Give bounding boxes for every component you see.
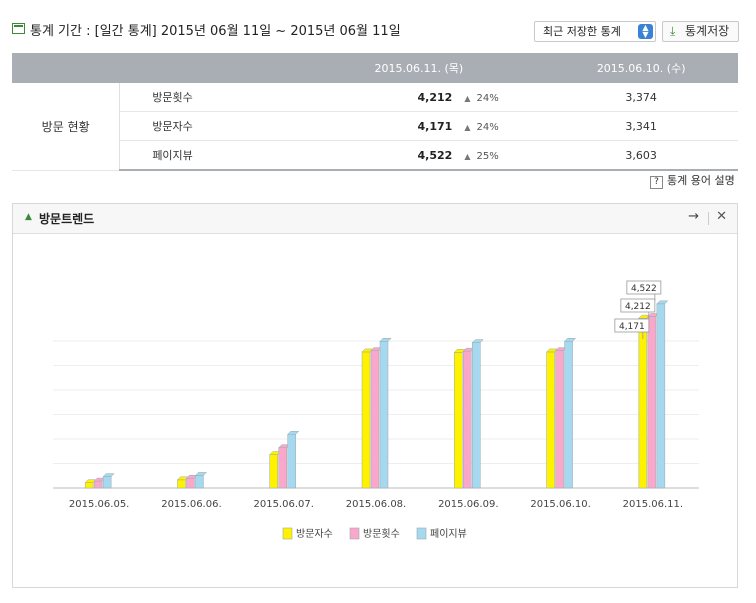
increase-icon: ▲: [464, 122, 471, 132]
save-stats-label: 통계저장: [685, 24, 730, 38]
chart-bar: [546, 351, 555, 489]
chart-bar-cap: [102, 473, 115, 477]
arrow-right-icon[interactable]: →: [688, 209, 699, 224]
chart-bar: [269, 454, 278, 489]
question-icon: ?: [650, 176, 663, 189]
chart-bar-cap: [379, 338, 392, 342]
current-value-cell: 4,212 ▲ 24%: [293, 83, 545, 112]
stats-header: 통계 기간 : [일간 통계] 2015년 06월 11일 ~ 2015년 06…: [12, 18, 742, 48]
metric-label: 방문횟수: [119, 83, 294, 112]
category-label: 방문 현황: [12, 83, 121, 171]
visit-trend-panel: ▲ 방문트렌드 → ✕ 2015.06.05. 2015.06.06. 2015.0…: [12, 203, 738, 588]
chart-bar: [638, 317, 648, 489]
legend-label: 방문자수: [296, 528, 333, 540]
previous-value: 3,603: [544, 140, 738, 171]
previous-value: 3,374: [544, 83, 738, 112]
chart-bar: [379, 341, 389, 489]
change-percent-value: 25%: [476, 150, 499, 162]
metric-label: 페이지뷰: [119, 140, 294, 171]
col-previous-date: 2015.06.10. (수): [544, 53, 738, 83]
change-percent: ▲ 24%: [452, 93, 544, 104]
chart-bar: [463, 350, 472, 489]
increase-icon: ▲: [464, 151, 471, 161]
chart-bar: [278, 447, 287, 489]
x-tick-label: 2015.06.11.: [623, 499, 683, 510]
increase-icon: ▲: [464, 93, 471, 103]
chart-bar: [186, 477, 195, 489]
visit-trend-chart: 2015.06.05. 2015.06.06. 2015.06.07. 2015.06…: [53, 280, 699, 540]
change-percent: ▲ 24%: [452, 122, 544, 133]
stats-glossary-link[interactable]: ? 통계 용어 설명: [650, 172, 735, 189]
chart-bar-cap: [194, 472, 208, 476]
chart-bar: [287, 433, 296, 489]
chart-bar: [472, 342, 481, 489]
panel-title: 방문트렌드: [39, 212, 95, 226]
change-percent-value: 24%: [476, 121, 499, 133]
legend-label: 페이지뷰: [430, 528, 467, 540]
chart-bar: [555, 350, 564, 489]
chart-bar-cap: [287, 430, 300, 435]
stats-period-title: 통계 기간 : [일간 통계] 2015년 06월 11일 ~ 2015년 06…: [30, 24, 401, 39]
data-label: 4,171: [619, 322, 645, 332]
stats-table-header: 2015.06.11. (목) 2015.06.10. (수): [12, 53, 738, 83]
stats-glossary-label: 통계 용어 설명: [667, 174, 735, 187]
stats-table: 2015.06.11. (목) 2015.06.10. (수) 방문 현황 방문…: [12, 53, 738, 171]
chart-bar: [564, 341, 573, 489]
chart-bar: [93, 480, 103, 489]
current-value: 4,522: [417, 148, 453, 162]
chart-bar-cap: [563, 338, 577, 342]
legend-swatch: [416, 527, 427, 540]
chart-bar: [102, 476, 112, 489]
divider: [708, 212, 709, 225]
table-icon: [12, 23, 25, 34]
data-label-box: [620, 298, 656, 313]
data-label-box: [626, 280, 662, 295]
chart-bar: [370, 350, 380, 489]
legend-label: 방문횟수: [363, 528, 400, 540]
current-value: 4,171: [417, 119, 453, 133]
collapse-caret-icon[interactable]: ▲: [25, 212, 32, 222]
table-row: 페이지뷰 4,522 ▲ 25% 3,603: [12, 140, 738, 171]
download-icon: ⤓: [670, 24, 676, 38]
data-label: 4,212: [625, 302, 651, 312]
close-icon[interactable]: ✕: [716, 209, 727, 224]
legend-swatch: [349, 527, 360, 540]
select-arrows-icon: ▲ ▼: [638, 24, 653, 39]
x-tick-label: 2015.06.10.: [530, 499, 590, 510]
chart-bar: [454, 352, 463, 489]
x-tick-label: 2015.06.05.: [69, 499, 129, 510]
current-value-cell: 4,171 ▲ 24%: [293, 111, 545, 141]
current-value-cell: 4,522 ▲ 25%: [293, 140, 545, 171]
x-tick-label: 2015.06.08.: [346, 499, 406, 510]
chart-bar: [177, 479, 186, 489]
legend-swatch: [282, 527, 293, 540]
x-tick-label: 2015.06.07.: [253, 499, 313, 510]
change-percent: ▲ 25%: [452, 151, 544, 162]
save-stats-button[interactable]: ⤓ 통계저장: [662, 21, 739, 42]
table-row: 방문 현황 방문횟수 4,212 ▲ 24% 3,374: [12, 83, 738, 171]
panel-header: ▲ 방문트렌드 → ✕: [13, 204, 737, 234]
current-value: 4,212: [417, 90, 453, 104]
chart-bar: [195, 475, 204, 489]
table-row: 방문자수 4,171 ▲ 24% 3,341: [12, 111, 738, 141]
change-percent-value: 24%: [476, 92, 499, 104]
data-label-box: [614, 318, 650, 333]
chart-bar: [361, 351, 371, 489]
chart-bar: [84, 482, 94, 489]
chart-bar-cap: [471, 339, 484, 343]
header-blank: [12, 53, 294, 83]
metric-label: 방문자수: [119, 111, 294, 141]
data-label: 4,522: [631, 284, 657, 294]
saved-stats-select[interactable]: 최근 저장한 통계 ▲ ▼: [534, 21, 656, 42]
previous-value: 3,341: [544, 111, 738, 141]
chart-bar: [647, 316, 657, 489]
chart-bar-cap: [656, 300, 669, 305]
x-tick-label: 2015.06.06.: [161, 499, 221, 510]
col-current-date: 2015.06.11. (목): [293, 53, 545, 83]
x-tick-label: 2015.06.09.: [438, 499, 498, 510]
chart-bar: [656, 303, 666, 489]
saved-stats-select-value: 최근 저장한 통계: [543, 25, 621, 38]
